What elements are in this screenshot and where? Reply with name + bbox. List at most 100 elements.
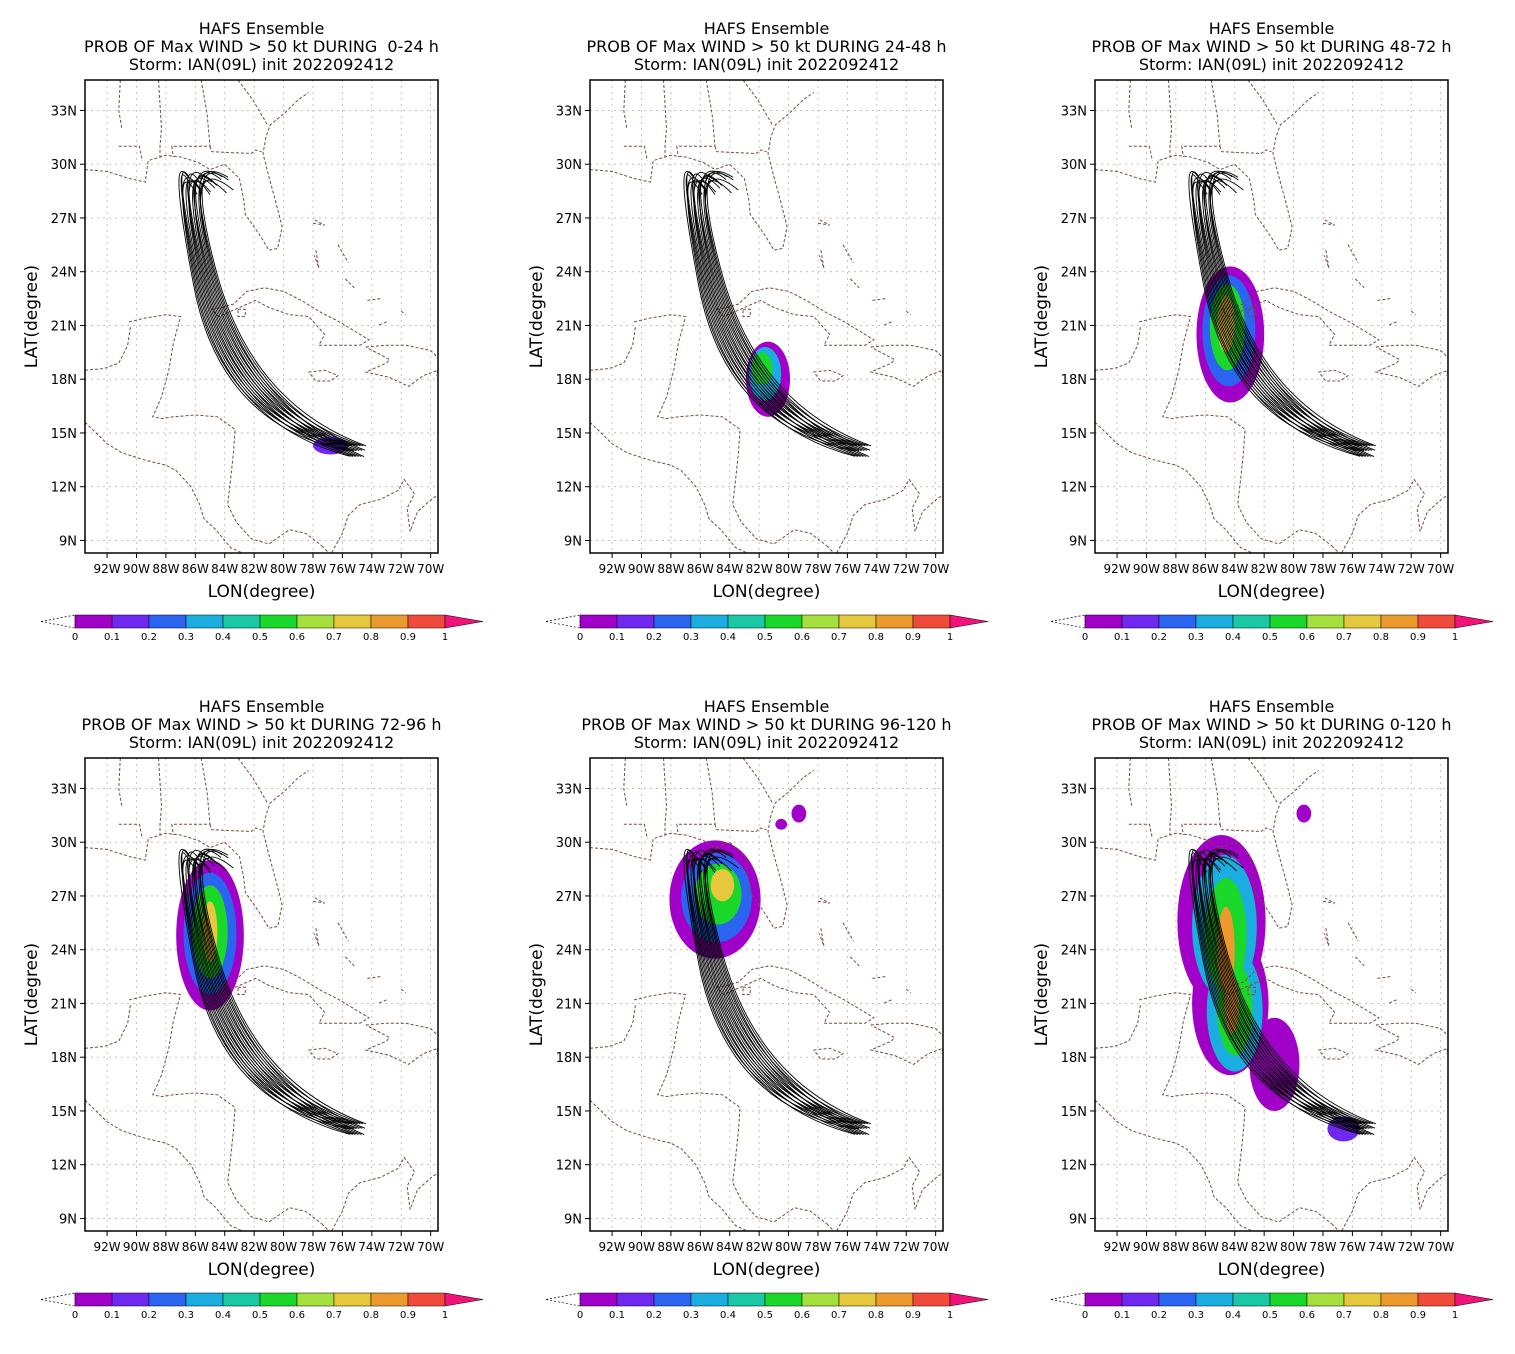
panel-title: HAFS Ensemble [199,697,325,716]
colorbar-label: 0.2 [1151,632,1167,643]
ensemble-track [704,172,871,451]
coastline [1410,310,1416,316]
panel-title: HAFS Ensemble [1209,19,1335,38]
lat-tick-label: 21N [1061,997,1087,1012]
colorbar-label: 0.3 [1188,1310,1204,1321]
coastline [118,80,123,129]
colorbar-label: 0.8 [868,1310,884,1321]
map-frame [84,757,439,1232]
ensemble-track [187,173,356,457]
colorbar-label: 0.2 [1151,1310,1167,1321]
colorbar-label: 0.9 [905,632,921,643]
coastline [211,965,370,1024]
coastline [872,298,886,301]
lat-tick-label: 30N [1061,158,1087,173]
colorbar-under-triangle [545,1292,581,1307]
coastline [1354,956,1365,967]
lat-tick-label: 27N [51,212,77,227]
colorbar-swatch [579,614,618,629]
lon-tick-label: 82W [746,1240,773,1254]
lon-tick-label: 82W [1251,1240,1278,1254]
lon-tick-label: 74W [358,562,385,576]
colorbar-label: 0.4 [720,1310,736,1321]
lat-tick-label: 24N [556,944,582,959]
coastline [1377,298,1391,301]
lon-tick-label: 86W [1192,562,1219,576]
colorbar-swatch [74,1292,113,1307]
coastline [128,992,323,1225]
ensemble-track [704,858,870,1136]
colorbar-label: 0 [1082,632,1088,643]
lat-tick-label: 30N [556,836,582,851]
coastline [826,478,943,553]
panel-storm-label: Storm: IAN(09L) init 2022092412 [634,55,899,74]
ensemble-track [1197,851,1366,1135]
panel-title: HAFS Ensemble [704,697,830,716]
coastline [85,325,132,371]
lat-tick-label: 27N [1061,212,1087,227]
coastline [1128,823,1153,839]
coastline [312,897,325,904]
colorbar-swatch [1195,614,1234,629]
panel-subtitle: PROB OF Max WIND > 50 kt DURING 24-48 h [587,37,947,56]
map-frame [1094,79,1449,554]
coastline [1095,1003,1142,1049]
colorbar-label: 0.1 [104,1310,120,1321]
colorbar-swatch [690,1292,729,1307]
colorbar-swatch [1417,1292,1456,1307]
colorbar-swatch [1084,1292,1123,1307]
ensemble-track [699,848,864,1135]
coastline [1095,421,1253,553]
coastline [1331,478,1448,553]
lat-tick-label: 12N [556,481,582,496]
lat-tick-label: 21N [51,997,77,1012]
coastline [85,1003,132,1049]
coastline [623,80,628,129]
colorbar-label: 0.1 [609,1310,625,1321]
lat-tick-label: 15N [1061,1105,1087,1120]
lat-tick-label: 9N [564,534,582,549]
x-axis-label: LON(degree) [208,582,316,602]
lon-tick-label: 70W [922,562,949,576]
colorbar-label: 0.7 [1336,632,1352,643]
colorbar-label: 0.1 [609,632,625,643]
coastline [590,1099,748,1231]
panel-title: HAFS Ensemble [1209,697,1335,716]
colorbar-label: 0.4 [720,632,736,643]
colorbar-swatch [296,1292,335,1307]
lon-tick-label: 76W [1339,1240,1366,1254]
coastline [400,988,406,994]
coastline [1181,758,1221,836]
ensemble-track [687,181,856,457]
colorbar-label: 0.2 [141,632,157,643]
coastline [171,80,211,158]
coastline [321,478,438,553]
ensemble-track [700,852,867,1135]
coastline [882,999,892,1004]
panel-subtitle: PROB OF Max WIND > 50 kt DURING 96-120 h [581,715,951,734]
coastline [308,1047,340,1060]
colorbar-label: 0 [72,632,78,643]
colorbar-swatch [1269,1292,1308,1307]
ensemble-track [181,171,353,446]
coastline [590,1003,637,1049]
coastline [1323,250,1330,269]
coastline [337,922,349,942]
panel-title: HAFS Ensemble [199,19,325,38]
coastline [377,321,387,326]
coastline [714,146,767,155]
lon-tick-label: 76W [329,1240,356,1254]
map-frame [1094,757,1449,1232]
lat-tick-label: 30N [556,158,582,173]
colorbar-label: 0.6 [289,1310,305,1321]
colorbar-under-triangle [40,614,76,629]
coastline [633,992,828,1225]
ensemble-track [1211,172,1377,447]
colorbar-label: 0.9 [905,1310,921,1321]
coastline [1221,287,1380,346]
colorbar-swatch [222,1292,261,1307]
lat-tick-label: 33N [556,782,582,797]
coastline [209,824,262,833]
coastline [842,922,854,942]
